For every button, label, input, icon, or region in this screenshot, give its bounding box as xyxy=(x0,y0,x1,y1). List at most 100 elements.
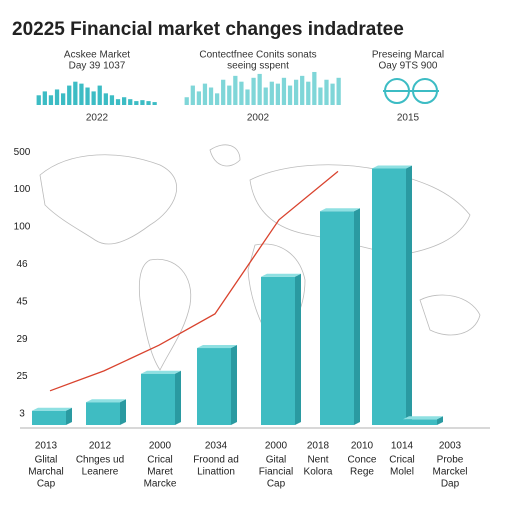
panel-bar xyxy=(48,95,54,105)
panel-bar xyxy=(85,87,90,105)
category-name: Conce xyxy=(348,455,377,466)
category-name: Probe xyxy=(437,455,464,466)
panel-bar xyxy=(61,93,66,105)
panel-bar xyxy=(233,75,238,105)
trend-line xyxy=(49,170,339,392)
panel-bar xyxy=(97,85,102,105)
panel-bar xyxy=(221,79,226,105)
bar xyxy=(320,208,360,425)
panel-bar xyxy=(79,83,84,105)
panel-bar xyxy=(263,87,268,105)
category-name: Kolora xyxy=(304,467,333,478)
panel-year: 2002 xyxy=(247,113,270,124)
panel-bar xyxy=(312,71,317,105)
category-name: Dap xyxy=(441,479,460,490)
panel-bar xyxy=(146,101,151,105)
panel-bar xyxy=(281,77,287,105)
panel-icon xyxy=(383,78,439,104)
x-tick-label: 1014 xyxy=(391,441,414,452)
category-name: Nent xyxy=(307,455,328,466)
category-name: Froond ad xyxy=(193,455,239,466)
x-tick-label: 2012 xyxy=(89,441,112,452)
y-tick-label: 500 xyxy=(14,147,31,158)
title: 20225 Financial market changes indadrate… xyxy=(12,19,404,40)
category-name: Gital xyxy=(266,455,287,466)
panel-bar xyxy=(196,91,202,105)
y-tick-label: 46 xyxy=(16,259,28,270)
panel-bar xyxy=(128,99,133,105)
y-tick-label: 3 xyxy=(19,409,25,420)
panel-bar xyxy=(208,87,214,105)
panel-bar xyxy=(152,102,157,105)
panel-bar xyxy=(202,83,208,105)
panel-bar xyxy=(140,100,145,105)
panel-bar xyxy=(190,85,195,105)
category-name: Molel xyxy=(390,467,414,478)
category-name: Linattion xyxy=(197,467,235,478)
panel-bar xyxy=(318,87,323,105)
panel-label: Preseing Marcal xyxy=(372,50,444,61)
y-tick-label: 100 xyxy=(14,184,31,195)
panel-bar xyxy=(239,81,244,105)
panel-bar xyxy=(300,75,305,105)
bar xyxy=(86,399,126,425)
panel-bar xyxy=(91,91,96,105)
x-tick-label: 2018 xyxy=(307,441,330,452)
panel-bar xyxy=(214,93,220,105)
panel-bar xyxy=(54,89,60,105)
panel-bar xyxy=(227,85,232,105)
category-name: Marcke xyxy=(144,479,177,490)
panel-label: Acskee Market xyxy=(64,50,130,61)
bar xyxy=(403,416,443,425)
panel-bar xyxy=(109,95,115,105)
x-tick-label: 2010 xyxy=(351,441,374,452)
panel-bar xyxy=(36,95,41,105)
panel-year: 2015 xyxy=(397,113,420,124)
panel-bar xyxy=(293,79,299,105)
category-name: Crical xyxy=(147,455,173,466)
panel-bar xyxy=(245,89,250,105)
panel-bar xyxy=(287,85,293,105)
category-name: Cap xyxy=(267,479,286,490)
panel-label: Day 39 1037 xyxy=(69,61,126,72)
y-tick-label: 25 xyxy=(16,371,28,382)
panel-bar xyxy=(42,91,47,105)
panel-label: Oay 9TS 900 xyxy=(379,61,438,72)
category-name: Marckel xyxy=(432,467,467,478)
panel-bar xyxy=(73,81,78,105)
panel-bar xyxy=(257,73,262,105)
category-name: Chnges ud xyxy=(76,455,124,466)
category-name: Rege xyxy=(350,467,374,478)
panel-bar xyxy=(67,85,72,105)
panel-year: 2022 xyxy=(86,113,109,124)
category-name: Fiancial xyxy=(259,467,293,478)
panel-bar xyxy=(306,81,311,105)
category-name: Cap xyxy=(37,479,56,490)
x-tick-label: 2000 xyxy=(149,441,172,452)
category-name: Crical xyxy=(389,455,415,466)
panel-bar xyxy=(251,77,256,105)
y-tick-label: 100 xyxy=(14,222,31,233)
category-name: Maret xyxy=(147,467,173,478)
panel-bar xyxy=(324,79,329,105)
category-name: Leanere xyxy=(82,467,119,478)
category-name: Marchal xyxy=(28,467,64,478)
x-tick-label: 2003 xyxy=(439,441,462,452)
bar xyxy=(372,165,412,425)
bar xyxy=(261,273,301,425)
x-tick-label: 2000 xyxy=(265,441,288,452)
panel-bar xyxy=(134,101,139,105)
panel-bar xyxy=(336,77,341,105)
panel-bar xyxy=(184,97,189,105)
panel-label: seeing sspent xyxy=(227,61,289,72)
world-map xyxy=(39,144,481,371)
category-name: Glital xyxy=(35,455,58,466)
panel-bar xyxy=(275,83,281,105)
y-tick-label: 45 xyxy=(16,296,28,307)
x-tick-label: 2034 xyxy=(205,441,228,452)
bar xyxy=(141,370,181,425)
panel-bar xyxy=(330,83,335,105)
panel-bar xyxy=(122,97,127,105)
x-tick-label: 2013 xyxy=(35,441,58,452)
